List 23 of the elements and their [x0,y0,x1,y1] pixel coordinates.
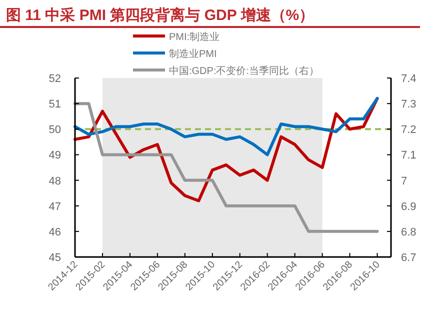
y2-tick-label: 7.1 [401,150,416,162]
y2-tick-label: 7.3 [401,98,416,111]
legend-label: 中国:GDP:不变价:当季同比（右） [169,65,320,77]
y2-tick-label: 6.9 [401,200,416,213]
line-series [74,96,379,202]
legend-label: PMI:制造业 [169,31,220,43]
y-tick-label: 52 [48,73,61,85]
y-tick-label: 45 [48,252,61,264]
y2-tick-label: 6.7 [401,252,416,264]
y2-tick-label: 7 [401,175,408,188]
y-tick-label: 49 [48,150,61,162]
y2-tick-label: 7.2 [401,124,416,136]
y2-tick-label: 6.8 [401,226,416,238]
y-tick-label: 51 [48,98,61,111]
legend-label: 制造业PMI [169,48,217,60]
y-tick-label: 48 [48,175,61,188]
y-tick-label: 50 [48,124,61,136]
chart-title: 图 11 中采 PMI 第四段背离与 GDP 增速（%） [6,6,314,24]
y-tick-label: 47 [48,200,61,213]
line-series [74,96,379,156]
line-series [74,102,379,233]
y2-tick-label: 7.4 [401,73,416,85]
y-tick-label: 46 [48,226,61,238]
